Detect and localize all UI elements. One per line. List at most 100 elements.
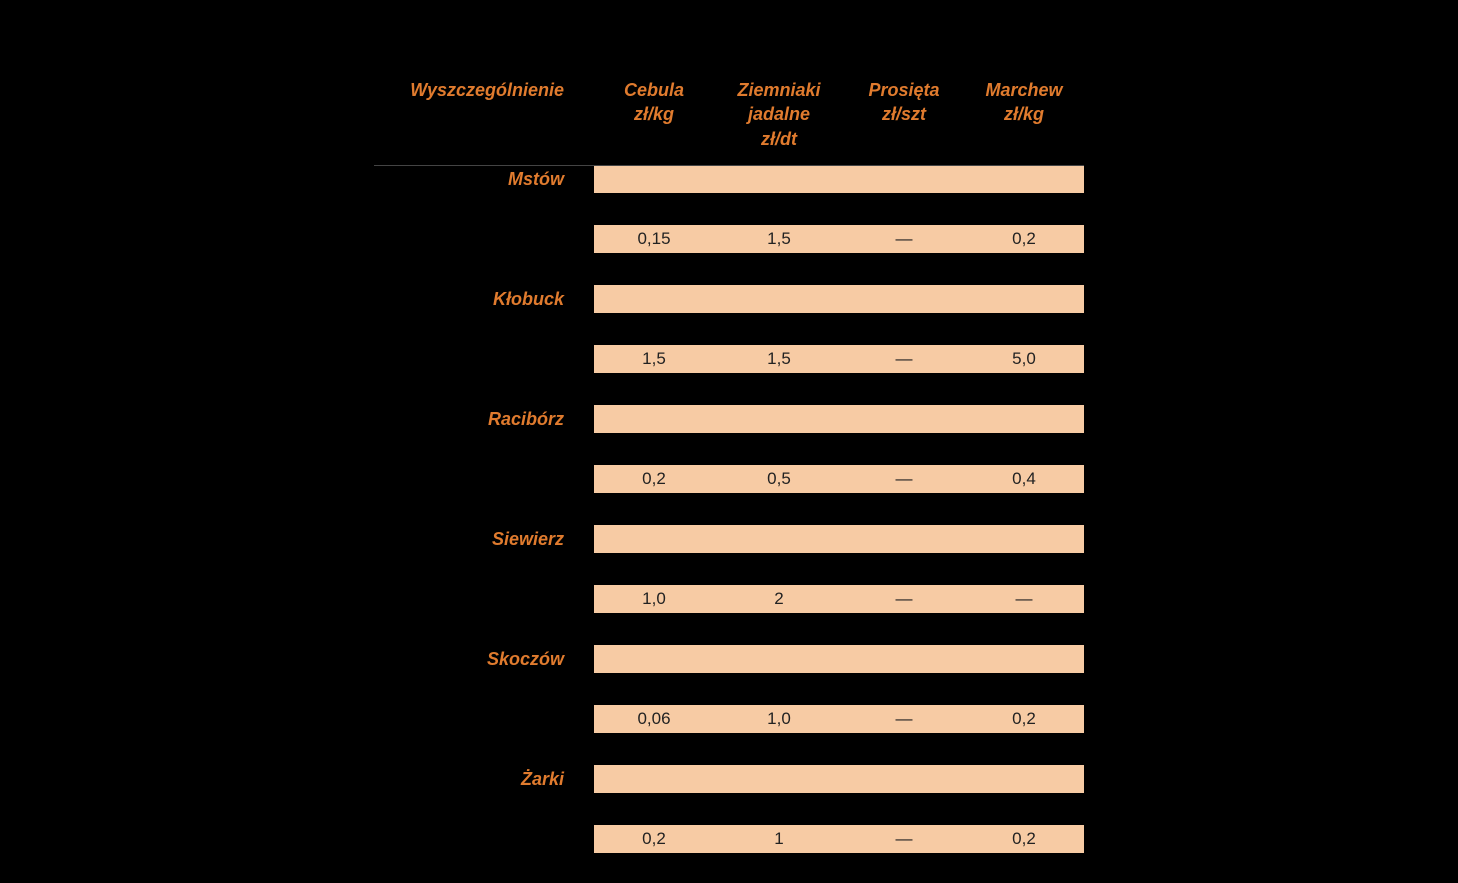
header-cebula: Cebula zł/kg — [594, 72, 714, 165]
row-spacer — [374, 433, 1084, 465]
row-label: Mstów — [374, 165, 594, 193]
spacer-cell — [374, 793, 594, 825]
table-row-label: Mstów — [374, 165, 1084, 193]
row-label-band — [964, 285, 1084, 313]
spacer-cell — [374, 733, 594, 765]
row-label-band — [844, 645, 964, 673]
row-label-band — [844, 285, 964, 313]
spacer-cell — [964, 313, 1084, 345]
data-cell: 0,2 — [594, 465, 714, 493]
data-cell: — — [844, 705, 964, 733]
row-label-empty — [374, 465, 594, 493]
table-row-label: Skoczów — [374, 645, 1084, 673]
header-ziemniaki: Ziemniaki jadalne zł/dt — [714, 72, 844, 165]
row-label-band — [714, 405, 844, 433]
row-label-band — [594, 285, 714, 313]
spacer-cell — [714, 373, 844, 405]
row-spacer — [374, 613, 1084, 645]
data-cell: 0,2 — [594, 825, 714, 853]
data-cell: 0,2 — [964, 225, 1084, 253]
table-row-label: Siewierz — [374, 525, 1084, 553]
row-label-empty — [374, 705, 594, 733]
row-label: Siewierz — [374, 525, 594, 553]
row-label-band — [964, 645, 1084, 673]
header-marchew-l1: Marchew — [985, 80, 1062, 100]
spacer-cell — [594, 433, 714, 465]
spacer-cell — [594, 493, 714, 525]
table-row-label: Racibórz — [374, 405, 1084, 433]
spacer-cell — [964, 493, 1084, 525]
header-spec: Wyszczególnienie — [374, 72, 594, 165]
spacer-cell — [964, 553, 1084, 585]
data-cell: 0,06 — [594, 705, 714, 733]
spacer-cell — [594, 553, 714, 585]
row-label-empty — [374, 825, 594, 853]
row-label-band — [594, 165, 714, 193]
row-label-band — [714, 285, 844, 313]
data-cell: 1,0 — [594, 585, 714, 613]
row-label-band — [594, 525, 714, 553]
header-ziemniaki-l2: jadalne — [748, 104, 810, 124]
table-row: 0,061,0—0,2 — [374, 705, 1084, 733]
header-marchew-l2: zł/kg — [1004, 104, 1044, 124]
spacer-cell — [714, 193, 844, 225]
spacer-cell — [714, 613, 844, 645]
table-body: Mstów0,151,5—0,2Kłobuck1,51,5—5,0Racibór… — [374, 165, 1084, 853]
spacer-cell — [844, 493, 964, 525]
header-prosieta: Prosięta zł/szt — [844, 72, 964, 165]
table-row-label: Żarki — [374, 765, 1084, 793]
spacer-cell — [964, 373, 1084, 405]
row-label-band — [594, 765, 714, 793]
data-cell: 2 — [714, 585, 844, 613]
spacer-cell — [844, 673, 964, 705]
spacer-cell — [594, 673, 714, 705]
row-label-band — [594, 405, 714, 433]
table-row: 1,51,5—5,0 — [374, 345, 1084, 373]
spacer-cell — [374, 193, 594, 225]
row-spacer — [374, 493, 1084, 525]
header-prosieta-l1: Prosięta — [868, 80, 939, 100]
row-spacer — [374, 373, 1084, 405]
row-label-band — [964, 765, 1084, 793]
header-cebula-l1: Cebula — [624, 80, 684, 100]
table-row: 0,20,5—0,4 — [374, 465, 1084, 493]
spacer-cell — [374, 373, 594, 405]
row-label-empty — [374, 585, 594, 613]
header-ziemniaki-l3: zł/dt — [761, 129, 797, 149]
spacer-cell — [374, 313, 594, 345]
spacer-cell — [844, 613, 964, 645]
spacer-cell — [594, 793, 714, 825]
row-label-band — [844, 165, 964, 193]
data-cell: 0,5 — [714, 465, 844, 493]
row-label-band — [844, 765, 964, 793]
data-cell: — — [844, 225, 964, 253]
row-label-band — [964, 405, 1084, 433]
data-cell: 1,5 — [714, 345, 844, 373]
row-label-band — [844, 405, 964, 433]
row-label-band — [964, 165, 1084, 193]
spacer-cell — [714, 433, 844, 465]
row-spacer — [374, 673, 1084, 705]
spacer-cell — [964, 673, 1084, 705]
spacer-cell — [714, 313, 844, 345]
row-label: Skoczów — [374, 645, 594, 673]
data-cell: 5,0 — [964, 345, 1084, 373]
data-cell: — — [844, 465, 964, 493]
row-label-band — [844, 525, 964, 553]
header-prosieta-l2: zł/szt — [882, 104, 926, 124]
data-cell: 1,5 — [714, 225, 844, 253]
spacer-cell — [964, 733, 1084, 765]
table-header: Wyszczególnienie Cebula zł/kg Ziemniaki … — [374, 72, 1084, 165]
spacer-cell — [374, 553, 594, 585]
table-row-label: Kłobuck — [374, 285, 1084, 313]
row-label-band — [714, 645, 844, 673]
spacer-cell — [964, 433, 1084, 465]
row-spacer — [374, 253, 1084, 285]
data-cell: 1,0 — [714, 705, 844, 733]
row-label: Żarki — [374, 765, 594, 793]
table-row: 0,151,5—0,2 — [374, 225, 1084, 253]
header-marchew: Marchew zł/kg — [964, 72, 1084, 165]
data-cell: — — [844, 825, 964, 853]
data-cell: 0,2 — [964, 705, 1084, 733]
spacer-cell — [714, 553, 844, 585]
